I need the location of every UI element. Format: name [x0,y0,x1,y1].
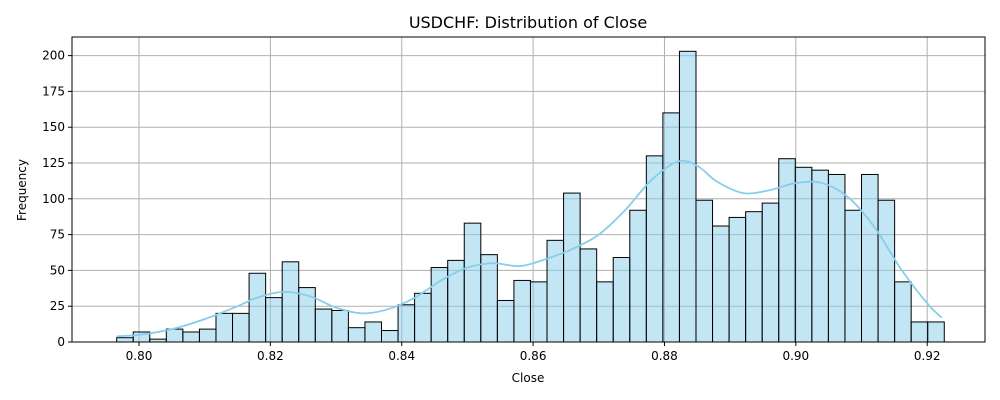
histogram-bar [612,257,631,343]
histogram-bar [910,321,929,343]
kde-line [116,159,943,338]
histogram-bar [215,312,234,343]
histogram-bar [728,216,747,343]
histogram-bar [414,292,432,343]
y-tick-label: 125 [42,156,65,170]
histogram-bar [629,209,647,343]
histogram-bar [198,328,217,343]
kde-layer [116,159,943,338]
y-tick-label: 50 [50,263,65,277]
histogram-bar [894,281,912,343]
histogram-bar [331,309,349,343]
y-tick-label: 175 [42,84,65,98]
histogram-bar [496,299,515,343]
chart-title: USDCHF: Distribution of Close [409,13,647,32]
x-axis-label: Close [512,371,545,385]
histogram-bar [529,281,548,343]
histogram-bar [381,330,399,343]
histogram-bar [116,337,134,343]
histogram-bar [265,297,283,343]
x-tick-label: 0.92 [914,349,941,363]
histogram-bar [745,211,763,343]
x-tick-label: 0.86 [520,349,547,363]
histogram-bar [827,173,846,343]
y-ticks: 0 25 50 75 100 125 150 175 200 [42,49,72,349]
x-tick-label: 0.84 [388,349,415,363]
x-ticks: 0.80 0.82 0.84 0.86 0.88 0.90 0.92 [126,342,941,363]
histogram-bar [811,169,829,343]
histogram-bar [281,261,300,343]
y-tick-label: 150 [42,120,65,134]
y-tick-label: 100 [42,192,65,206]
x-tick-label: 0.82 [257,349,284,363]
y-tick-label: 0 [57,335,65,349]
histogram-bar [844,209,863,343]
histogram-bar [794,166,813,343]
y-axis-label: Frequency [15,159,29,221]
y-tick-label: 25 [50,299,65,313]
histogram-bar [695,199,714,343]
x-tick-label: 0.88 [651,349,678,363]
histogram-bar [314,308,333,343]
histogram-bar [347,327,366,343]
histogram-bar [579,248,598,343]
plot-frame [71,36,986,343]
histogram-bar [480,254,498,343]
histogram-bar [563,192,581,343]
x-tick-label: 0.90 [782,349,809,363]
histogram-bar [182,331,200,343]
histogram-bar [877,199,896,343]
histogram-bar [761,202,780,343]
histogram-bar [248,272,267,343]
histogram-bar [232,312,250,343]
histogram-bar [364,321,383,343]
histogram-bar [662,112,680,343]
y-tick-label: 75 [50,228,65,242]
histogram-bar [463,222,482,343]
y-tick-label: 200 [42,49,65,63]
histogram-bar [927,321,945,343]
histogram-bar [678,50,697,343]
histogram-bar [861,173,879,343]
bars-layer [116,50,945,343]
x-tick-label: 0.80 [126,349,153,363]
histogram-bar [596,281,614,343]
histogram-bar [165,328,184,343]
histogram-bar [712,225,730,343]
histogram-bar [513,279,531,343]
histogram-bar [397,304,416,343]
